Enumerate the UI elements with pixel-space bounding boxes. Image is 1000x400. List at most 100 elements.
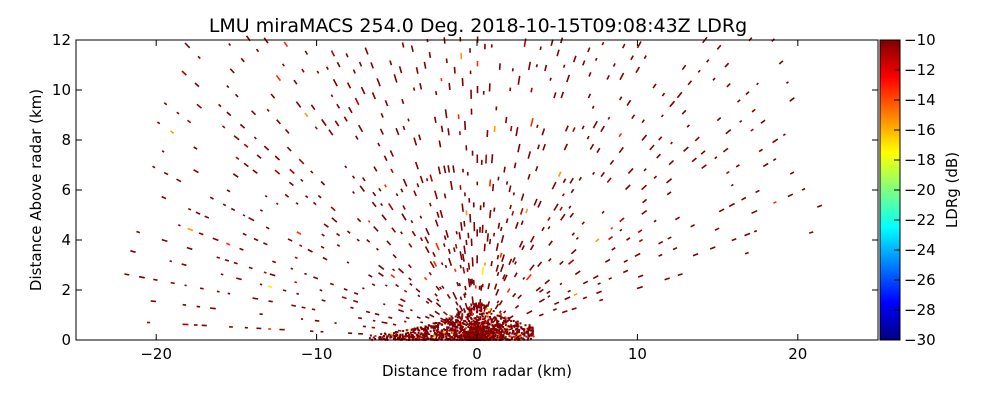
echo-dot	[493, 328, 496, 331]
echo-dot	[481, 304, 484, 307]
echo-dot	[444, 322, 447, 325]
echo-dot	[445, 335, 448, 338]
echo-dot	[401, 337, 404, 340]
echo-dash	[586, 135, 590, 140]
echo-dot	[504, 337, 507, 340]
echo-dot	[417, 331, 420, 334]
echo-dot	[523, 334, 526, 337]
colorbar-tick-label: −14	[904, 91, 936, 109]
echo-dash	[505, 116, 508, 124]
echo-dot	[423, 329, 426, 331]
echo-dot	[456, 313, 459, 316]
echo-dot	[440, 323, 443, 326]
echo-dash	[464, 302, 468, 308]
echo-dash	[470, 303, 473, 307]
echo-dash	[541, 128, 546, 136]
echo-dash	[371, 92, 377, 100]
echo-dash	[456, 281, 460, 287]
echo-dash	[656, 153, 662, 159]
echo-dot	[385, 336, 388, 339]
echo-dash	[404, 320, 407, 323]
echo-dot	[501, 329, 504, 332]
echo-dash	[453, 247, 456, 252]
echo-dash	[364, 47, 369, 55]
echo-dash	[618, 133, 623, 138]
echo-dash	[537, 200, 542, 208]
echo-dot	[529, 337, 532, 340]
echo-dot	[504, 330, 507, 333]
echo-dash	[726, 83, 731, 88]
echo-dash	[288, 181, 294, 187]
echo-dash	[434, 310, 441, 316]
echo-dot	[434, 325, 437, 328]
echo-dash	[718, 208, 725, 213]
echo-dash	[434, 293, 438, 297]
echo-dash	[486, 301, 491, 308]
echo-dash	[548, 240, 553, 246]
echo-dash	[551, 181, 557, 190]
echo-dot	[504, 320, 507, 323]
echo-dash	[388, 202, 394, 211]
echo-dash	[625, 184, 631, 191]
echo-dash	[255, 48, 260, 53]
echo-dot	[412, 334, 414, 337]
echo-dash	[509, 204, 512, 210]
echo-dash	[311, 308, 316, 311]
echo-dot	[515, 327, 518, 330]
echo-dash	[452, 291, 458, 300]
echo-dash	[356, 238, 360, 242]
echo-dot	[485, 326, 488, 329]
echo-dash	[582, 296, 588, 300]
echo-dash	[519, 208, 524, 215]
echo-dot	[396, 338, 399, 341]
echo-dot	[454, 315, 457, 318]
echo-dot	[496, 331, 498, 334]
echo-dash	[458, 232, 462, 240]
echo-dash	[500, 234, 505, 244]
echo-dash	[569, 212, 575, 218]
echo-dash	[436, 298, 440, 302]
echo-dot	[473, 317, 476, 320]
echo-dot	[475, 322, 477, 325]
echo-dot	[480, 309, 483, 312]
echo-dash	[636, 41, 642, 49]
echo-dash	[354, 97, 360, 106]
echo-dash	[358, 124, 364, 133]
echo-dot	[494, 328, 497, 330]
echo-dot	[471, 307, 473, 310]
echo-dot	[418, 335, 421, 338]
echo-dash	[667, 236, 672, 240]
echo-dot	[472, 330, 475, 333]
echo-dash	[670, 141, 673, 145]
echo-dot	[380, 338, 383, 341]
echo-dash	[353, 291, 359, 295]
echo-dash	[559, 282, 563, 286]
echo-dash	[460, 221, 463, 231]
echo-dot	[383, 337, 385, 340]
echo-dot	[457, 324, 460, 327]
echo-dot	[399, 335, 401, 338]
echo-dot	[482, 336, 485, 339]
echo-dash	[592, 171, 596, 175]
echo-dot	[499, 313, 502, 316]
echo-dash	[489, 209, 492, 219]
echo-dot	[483, 334, 486, 337]
echo-dot	[528, 326, 531, 328]
y-tick-label: 8	[61, 131, 71, 149]
echo-dash	[419, 83, 423, 90]
echo-dot	[492, 336, 495, 339]
echo-dash	[359, 185, 366, 192]
echo-dash	[619, 96, 623, 101]
echo-dot	[486, 338, 488, 341]
echo-dot	[445, 317, 448, 320]
echo-dot	[457, 322, 459, 324]
echo-dot	[498, 326, 501, 328]
echo-dash	[637, 229, 643, 234]
echo-dot	[393, 335, 396, 337]
y-tick-label: 2	[61, 281, 71, 299]
echo-dot	[397, 336, 400, 339]
echo-dash	[204, 215, 210, 219]
echo-dash	[401, 213, 407, 221]
echo-dot	[481, 334, 484, 336]
echo-dash	[808, 231, 814, 234]
